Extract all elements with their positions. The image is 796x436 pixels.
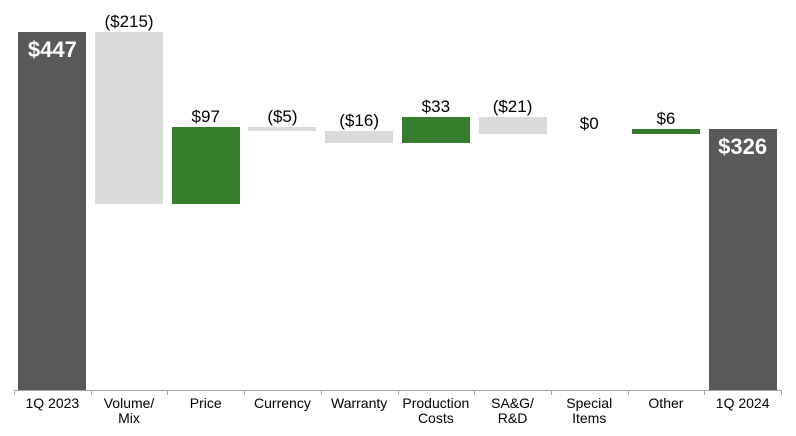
x-axis-tick — [474, 390, 476, 395]
waterfall-bar — [478, 116, 547, 134]
x-axis-tick — [320, 390, 322, 395]
x-axis-tick — [781, 390, 782, 395]
x-axis-category-label: Production Costs — [402, 395, 470, 426]
bar-value-label: $6 — [656, 108, 676, 128]
waterfall-bar — [708, 128, 777, 390]
x-axis-category-label: Warranty — [331, 395, 388, 411]
x-axis-tick — [167, 390, 169, 395]
x-axis-category-label: 1Q 2023 — [25, 395, 80, 411]
bar-value-label: ($16) — [339, 110, 379, 130]
x-axis-category-label: Price — [189, 395, 222, 411]
waterfall-bar — [401, 116, 470, 144]
bar-value-label: $97 — [191, 106, 220, 126]
x-axis-tick — [90, 390, 92, 395]
waterfall-bar — [171, 126, 240, 205]
x-axis-category-label: Volume/ Mix — [103, 395, 155, 426]
waterfall-bar — [248, 126, 317, 131]
x-axis-tick — [627, 390, 629, 395]
x-axis-category-label: Special Items — [566, 395, 613, 426]
waterfall-bar — [631, 128, 700, 134]
bar-value-label: $33 — [421, 96, 451, 116]
x-axis-tick — [550, 390, 552, 395]
bar-value-label: ($21) — [492, 96, 533, 116]
x-axis-tick — [704, 390, 706, 395]
x-axis-tick — [397, 390, 399, 395]
x-axis-tick — [244, 390, 246, 395]
bar-value-label: ($215) — [104, 12, 154, 31]
bar-total-label: $447 — [27, 37, 77, 62]
x-axis-category-label: SA&G/ R&D — [491, 395, 534, 426]
x-axis-category-label: 1Q 2024 — [715, 395, 770, 411]
waterfall-bar — [95, 32, 164, 205]
x-axis-category-label: Currency — [254, 395, 311, 411]
bar-value-label: $0 — [579, 113, 599, 133]
bar-total-label: $326 — [718, 133, 768, 159]
waterfall-bar — [18, 32, 87, 390]
x-axis-tick — [14, 390, 15, 395]
waterfall-bar — [325, 130, 394, 144]
bar-value-label: ($5) — [267, 106, 298, 126]
x-axis-category-label: Other — [648, 395, 684, 411]
